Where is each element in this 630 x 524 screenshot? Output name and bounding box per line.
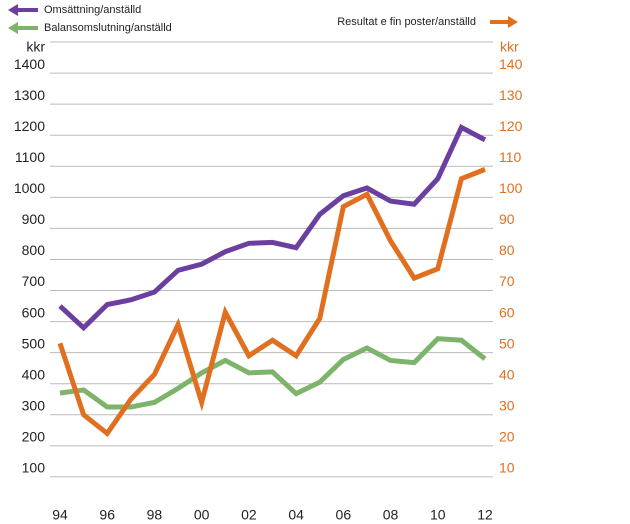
line-series [57, 167, 486, 438]
y2-tick-label: 50 [499, 335, 515, 351]
y-tick-label: 700 [22, 273, 46, 289]
y2-tick-label: 40 [499, 366, 515, 382]
x-tick-label: 98 [147, 507, 163, 523]
y2-unit: kkr [500, 39, 519, 55]
y2-tick-label: 130 [499, 87, 523, 103]
x-tick-label: 04 [288, 507, 304, 523]
y2-tick-label: 10 [499, 460, 515, 476]
legend-arrow [508, 16, 518, 28]
y2-tick-label: 30 [499, 398, 515, 414]
y-tick-label: 1100 [15, 149, 45, 165]
y-tick-label: 400 [22, 366, 46, 382]
y2-tick-label: 140 [499, 56, 523, 72]
line-series [58, 123, 487, 332]
y-tick-label: 500 [22, 335, 46, 351]
x-tick-label: 06 [336, 507, 352, 523]
y-tick-label: 1400 [14, 56, 45, 72]
y2-tick-label: 70 [499, 273, 515, 289]
y-tick-label: 1200 [14, 118, 45, 134]
y-unit: kkr [26, 39, 45, 55]
x-tick-label: 12 [477, 507, 493, 523]
x-tick-label: 10 [430, 507, 446, 523]
y2-tick-label: 120 [499, 118, 523, 134]
y2-tick-label: 60 [499, 304, 515, 320]
legend-label: Resultat e fin poster/anställd [337, 16, 476, 28]
y2-tick-label: 80 [499, 242, 515, 258]
x-tick-label: 94 [52, 507, 68, 523]
y2-tick-label: 90 [499, 211, 515, 227]
y2-tick-label: 20 [499, 429, 515, 445]
legend-arrow [8, 4, 18, 16]
y2-tick-label: 100 [499, 180, 523, 196]
y-tick-label: 800 [22, 242, 46, 258]
y-tick-label: 200 [22, 429, 46, 445]
y-tick-label: 300 [22, 398, 46, 414]
x-tick-label: 96 [99, 507, 115, 523]
legend-arrow [8, 22, 18, 34]
line-series [59, 336, 487, 410]
legend-label: Omsättning/anställd [44, 4, 141, 16]
x-tick-label: 08 [383, 507, 399, 523]
x-tick-label: 00 [194, 507, 210, 523]
y-tick-label: 900 [22, 211, 46, 227]
y-tick-label: 1000 [14, 180, 45, 196]
y2-tick-label: 110 [499, 149, 522, 165]
y-tick-label: 1300 [14, 87, 45, 103]
x-tick-label: 02 [241, 507, 257, 523]
y-tick-label: 100 [22, 460, 46, 476]
legend-label: Balansomslutning/anställd [44, 22, 172, 34]
y-tick-label: 600 [22, 304, 46, 320]
